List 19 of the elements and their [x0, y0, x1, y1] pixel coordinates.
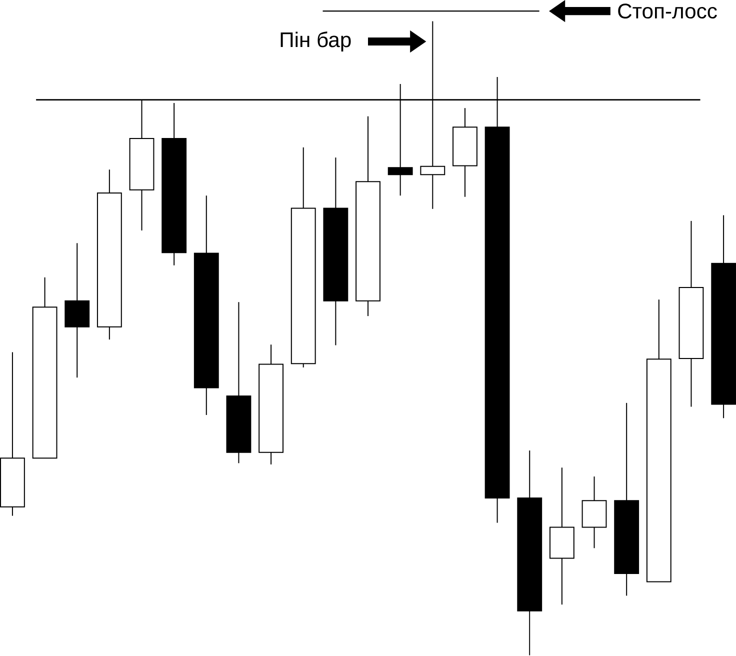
candlestick — [356, 116, 380, 317]
candlestick — [678, 220, 704, 408]
candlestick — [549, 467, 574, 606]
candlestick — [194, 195, 219, 416]
candlestick — [517, 450, 542, 656]
candlestick — [614, 402, 640, 596]
candlestick — [582, 476, 607, 549]
candlestick — [162, 102, 187, 266]
candlestick — [452, 108, 478, 198]
candlestick — [323, 157, 348, 346]
candlestick — [0, 352, 25, 516]
annotation: Пін бар — [280, 32, 351, 52]
ref-line-label: Стоп-лосс — [618, 4, 717, 19]
candlestick — [226, 302, 252, 464]
candlestick — [96, 169, 122, 340]
candlestick — [258, 344, 284, 466]
candlestick — [711, 214, 736, 419]
candlestick — [290, 146, 316, 368]
candlestick — [64, 242, 90, 378]
